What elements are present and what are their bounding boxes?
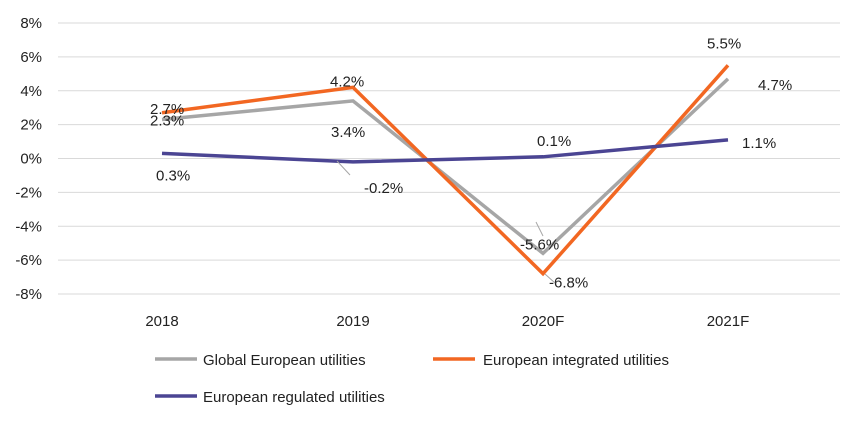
data-label: 0.3% — [156, 167, 190, 184]
y-tick-label: 8% — [20, 15, 42, 32]
data-label: 3.4% — [331, 124, 365, 141]
data-label: 0.1% — [537, 133, 571, 150]
x-tick-label: 2020F — [522, 313, 565, 330]
data-label: -5.6% — [520, 236, 559, 253]
series-lines — [161, 64, 730, 277]
leader-line — [535, 221, 544, 237]
y-axis: 8% 6% 4% 2% 0% -2% -4% -6% -8% — [15, 15, 42, 303]
series-line-regulated — [161, 138, 729, 164]
legend-label: European regulated utilities — [203, 389, 385, 406]
x-tick-label: 2019 — [336, 313, 369, 330]
data-label: 4.7% — [758, 77, 792, 94]
y-tick-label: -8% — [15, 286, 42, 303]
data-label: -0.2% — [364, 180, 403, 197]
y-tick-label: 6% — [20, 49, 42, 66]
y-tick-label: -2% — [15, 184, 42, 201]
data-label: -6.8% — [549, 275, 588, 292]
legend-label: Global European utilities — [203, 352, 366, 369]
legend-label: European integrated utilities — [483, 352, 669, 369]
y-tick-label: -6% — [15, 252, 42, 269]
data-label: 5.5% — [707, 35, 741, 52]
x-axis: 2018 2019 2020F 2021F — [145, 313, 749, 330]
series-line-integrated — [161, 64, 730, 277]
data-label: 4.2% — [330, 73, 364, 90]
x-tick-label: 2018 — [145, 313, 178, 330]
data-labels: 2.3% 3.4% -5.6% 4.7% 2.7% 4.2% -6.8% 5.5% 0.3% -0… — [150, 35, 792, 291]
data-label: 2.7% — [150, 101, 184, 118]
y-tick-label: 2% — [20, 117, 42, 134]
data-label: 1.1% — [742, 135, 776, 152]
y-tick-label: 0% — [20, 151, 42, 168]
y-tick-label: -4% — [15, 218, 42, 235]
x-tick-label: 2021F — [707, 313, 750, 330]
legend: Global European utilities European integr… — [155, 352, 669, 406]
leader-line — [336, 160, 351, 176]
series-line-global — [161, 77, 730, 256]
data-label: 2.3% — [150, 113, 184, 130]
leader-line — [544, 273, 556, 284]
y-tick-label: 4% — [20, 83, 42, 100]
